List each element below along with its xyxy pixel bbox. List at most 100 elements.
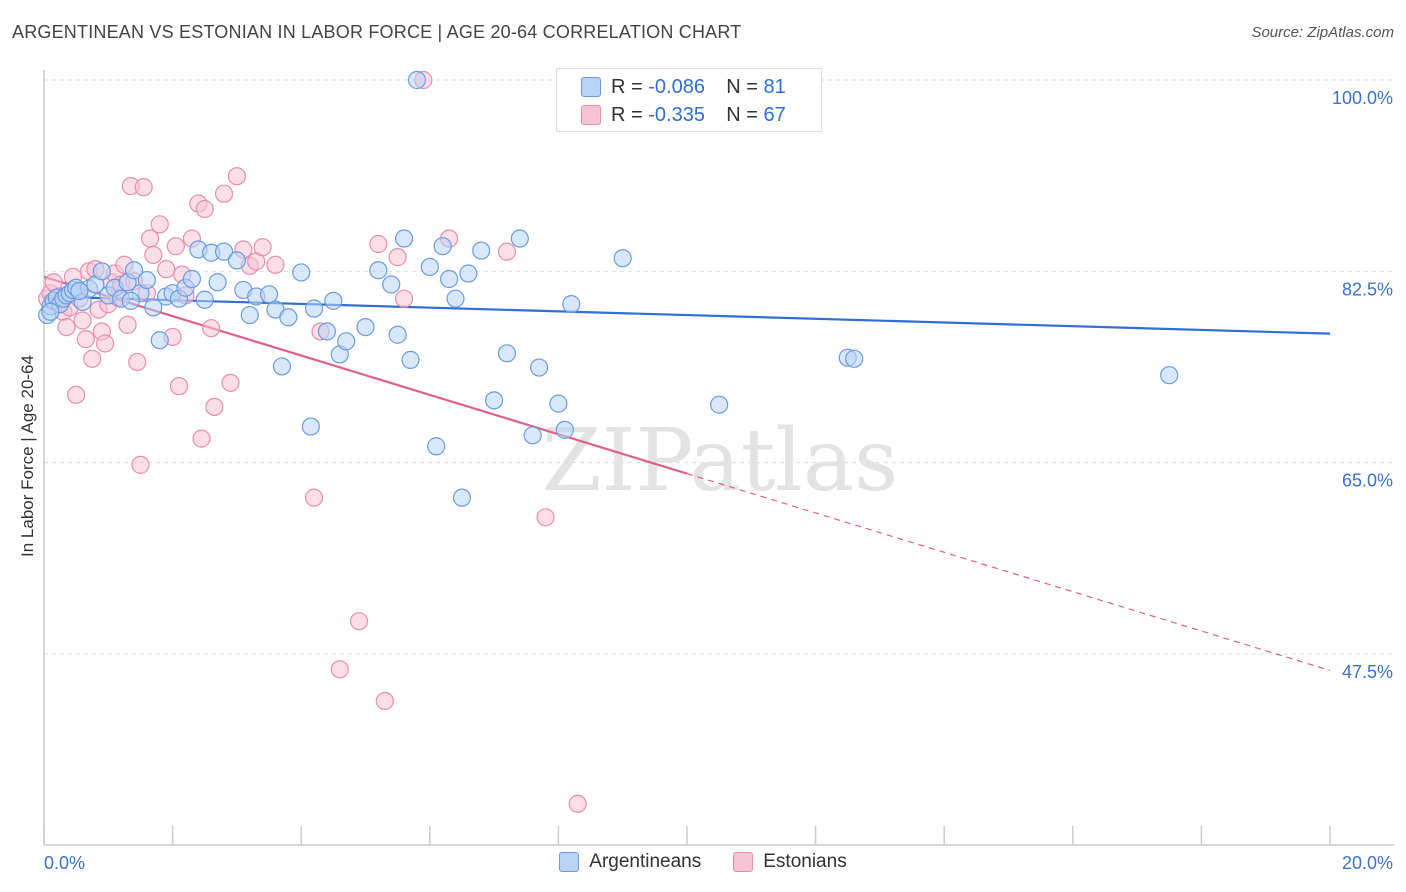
argentinean-point [121,291,140,310]
estonian-point [497,242,517,261]
argentinean-point [394,229,414,248]
correlation-legend: R = -0.086 N = 81 R = -0.335 N = 67 [556,68,822,132]
argentinean-point [182,269,201,289]
legend-swatch-blue [559,852,580,872]
argentinean-point [301,417,320,436]
argentinean-point [369,261,388,280]
estonian-point [214,184,234,203]
estonian-point [375,691,394,711]
argentinean-point [382,275,401,294]
argentinean-trend-line [43,295,1331,335]
estonian-point [131,455,150,474]
legend-row-argentineans: R = -0.086 N = 81 [557,73,786,101]
argentinean-point [497,344,517,363]
argentinean-point [472,241,491,260]
argentinean-point [41,302,60,321]
argentinean-point [150,331,169,350]
estonian-trend-extension [686,473,1331,671]
y-tick-label: 82.5% [1342,279,1393,299]
estonian-point [95,334,115,353]
estonian-point [266,255,285,274]
estonian-point [134,178,153,197]
estonian-point [195,199,214,219]
argentinean-point [420,257,439,277]
estonian-point [76,330,95,349]
argentinean-point [555,420,574,439]
legend-n-value: 67 [763,103,786,126]
argentinean-point [337,332,356,351]
estonian-point [128,352,147,372]
estonian-point [67,385,86,404]
legend-n-label: N = [726,75,758,98]
argentinean-point [407,70,427,90]
legend-r-label: R = [611,103,643,126]
grid-lines [44,79,1394,655]
argentinean-point [427,437,446,456]
estonian-point [304,488,324,507]
series-legend: Argentineans Estonians [0,851,1406,873]
legend-n-value: 81 [763,75,786,98]
legend-swatch-pink [581,105,601,125]
legend-r-value: -0.335 [648,103,705,126]
estonian-point [253,238,272,257]
argentinean-point [845,349,864,368]
argentinean-point [70,281,89,301]
argentinean-point [317,322,337,341]
argentinean-point [446,289,465,308]
estonian-point [157,260,176,279]
x-tick-label: 0.0% [44,853,85,873]
estonian-point [227,167,246,186]
estonian-point [536,508,555,527]
argentinean-point [195,290,214,309]
estonian-point [369,234,388,254]
argentinean-point [124,261,144,280]
legend-swatch-blue [581,77,601,97]
argentinean-point [510,229,529,248]
argentinean-point [240,305,259,325]
legend-label-argentineans: Argentineans [589,851,702,872]
argentinean-point [1160,366,1179,385]
estonian-point [394,289,414,308]
argentinean-point [279,308,298,327]
argentinean-point [137,270,156,290]
legend-r-value: -0.086 [648,75,705,98]
argentinean-point [613,249,632,268]
estonian-point [166,237,185,256]
argentinean-point [459,264,478,283]
estonian-point [568,794,587,813]
argentinean-point [214,242,234,261]
estonian-point [202,319,221,338]
legend-swatch-pink [733,852,754,872]
legend-item-estonians[interactable]: Estonians [733,851,847,873]
argentinean-point [227,251,246,270]
argentinean-point [208,273,227,292]
chart-title: ARGENTINEAN VS ESTONIAN IN LABOR FORCE |… [12,22,742,42]
estonian-point [221,373,240,392]
argentinean-point [388,325,407,344]
argentinean-point [259,285,279,304]
argentinean-point [92,262,111,281]
estonian-point [83,349,102,368]
argentinean-point [356,317,375,337]
argentinean-point [485,391,504,410]
x-tick-label: 20.0% [1342,853,1393,873]
argentinean-point [439,269,459,289]
legend-item-argentineans[interactable]: Argentineans [559,851,701,873]
argentinean-point [401,350,420,369]
argentinean-point [523,426,542,445]
argentinean-point [562,295,581,314]
estonian-point [118,315,137,335]
argentinean-point [452,488,472,507]
legend-n-label: N = [726,103,758,126]
y-tick-label: 100.0% [1332,88,1393,108]
y-axis-label: In Labor Force | Age 20-64 [18,355,37,557]
argentinean-point [324,291,343,310]
estonian-point [330,660,349,679]
argentinean-point [272,357,292,376]
argentinean-point [292,263,311,282]
estonian-point [169,377,189,396]
estonian-point [150,215,169,234]
argentinean-point [710,395,729,414]
y-tick-label: 47.5% [1342,662,1393,682]
